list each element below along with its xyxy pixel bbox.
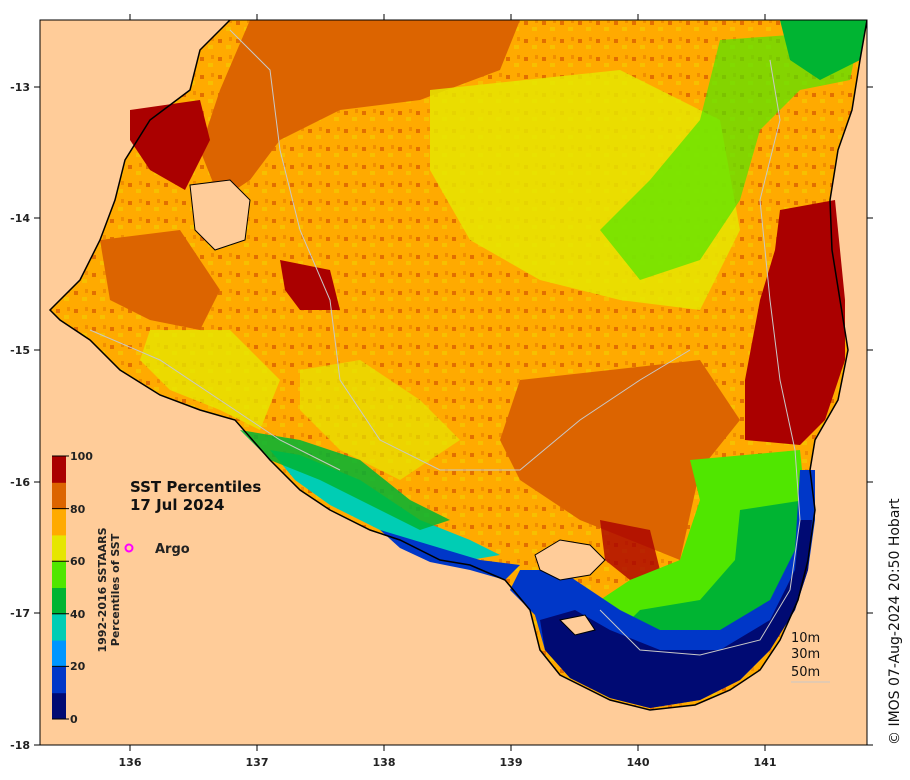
lon-tick-label: 138 — [373, 756, 396, 769]
argo-label: Argo — [155, 542, 190, 557]
sst-navy-south — [540, 520, 812, 708]
colorbar-tick-label: 0 — [70, 713, 78, 726]
colorbar-tick-label: 20 — [70, 660, 86, 673]
depth-label-30m: 30m — [791, 647, 820, 662]
coastline — [48, 20, 867, 711]
colorbar-segment — [52, 508, 66, 536]
map-title: SST Percentiles — [130, 478, 261, 496]
sst-red-east — [745, 200, 845, 445]
bathymetry-contour-1 — [599, 59, 801, 656]
sst-yellow-southwest — [140, 330, 280, 430]
lat-axis: -13 -14 -15 -16 -17 -18 — [10, 81, 873, 752]
lon-tick-label: 137 — [246, 756, 269, 769]
colorbar-segment — [52, 482, 66, 510]
lat-tick-label: -15 — [10, 344, 30, 357]
lat-tick-label: -14 — [10, 212, 30, 225]
colorbar-segment — [52, 456, 66, 483]
depth-label-10m: 10m — [791, 631, 820, 646]
sst-green-east — [600, 30, 860, 280]
sst-red-northwest — [130, 100, 210, 190]
lon-tick-label: 141 — [754, 756, 777, 769]
colorbar-tick-label: 80 — [70, 503, 86, 516]
colorbar-segment — [52, 613, 66, 641]
sst-green-southwest-coast — [240, 430, 450, 530]
colorbar-segment — [52, 666, 66, 694]
colorbar-segment — [52, 561, 66, 588]
sst-dark-orange-central — [500, 360, 740, 560]
lat-tick-label: -16 — [10, 476, 30, 489]
sst-blue-southwest-coast — [380, 530, 520, 580]
sst-dark-orange-west — [100, 230, 220, 330]
bathymetry-contour-3 — [89, 329, 341, 471]
sst-red-central — [280, 260, 340, 310]
colorbar-title-line1: 1992-2016 SSTAARS — [96, 527, 109, 652]
argo-marker — [124, 543, 134, 553]
colorbar — [52, 455, 69, 720]
colorbar-segment — [52, 587, 66, 615]
sst-green-northeast — [780, 20, 867, 80]
lon-tick-label: 136 — [119, 756, 142, 769]
lon-axis: 136 137 138 139 140 141 — [119, 14, 777, 769]
lat-tick-label: -18 — [10, 739, 30, 752]
land-inlet-west — [189, 179, 251, 251]
land-island-south — [534, 539, 606, 581]
depth-label-50m: 50m — [791, 665, 820, 680]
colorbar-tick-label: 60 — [70, 555, 86, 568]
colorbar-segment — [52, 640, 66, 667]
lon-tick-label: 140 — [627, 756, 650, 769]
lat-tick-label: -13 — [10, 81, 30, 94]
colorbar-tick-label: 100 — [70, 450, 93, 463]
colorbar-title-line2: Percentiles of SST — [109, 533, 122, 646]
sst-dark-orange-north — [200, 20, 520, 200]
colorbar-tick-label: 40 — [70, 608, 86, 621]
lon-tick-label: 139 — [500, 756, 523, 769]
colorbar-segment — [52, 534, 66, 562]
colorbar-segment — [52, 692, 66, 720]
lat-tick-label: -17 — [10, 607, 30, 620]
sst-red-south — [600, 520, 660, 580]
imos-credit: © IMOS 07-Aug-2024 20:50 Hobart — [887, 498, 903, 745]
land-island-southeast — [558, 614, 596, 636]
sst-yellow-south — [300, 360, 460, 480]
map-date: 17 Jul 2024 — [130, 496, 224, 514]
bathymetry-contour-2 — [229, 29, 691, 471]
map-frame — [39, 19, 868, 746]
